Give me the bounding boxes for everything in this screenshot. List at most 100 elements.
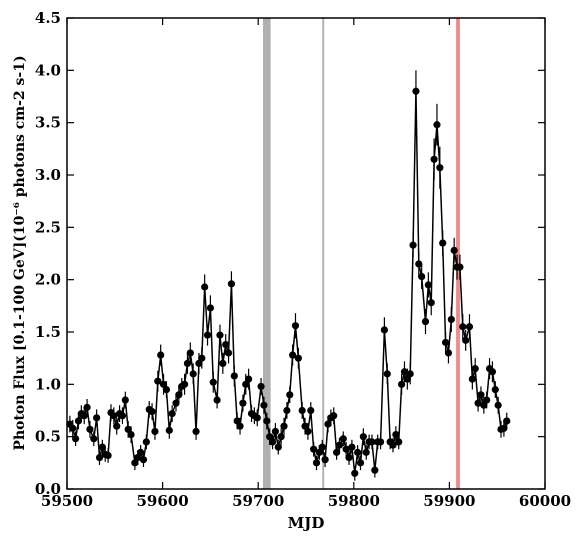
data-point xyxy=(257,382,265,391)
data-point xyxy=(222,340,230,349)
data-point xyxy=(104,451,112,460)
data-point xyxy=(359,433,367,441)
x-tick-label: 60000 xyxy=(519,492,571,510)
data-point xyxy=(483,396,491,404)
data-point xyxy=(330,412,338,420)
data-point xyxy=(189,370,197,378)
data-point xyxy=(274,443,282,451)
y-axis-label: Photon Flux [0.1-100 GeV](10⁻⁶ photons c… xyxy=(12,55,28,450)
shaded-span xyxy=(262,18,271,489)
data-point xyxy=(324,420,332,428)
data-point xyxy=(362,448,370,456)
data-point xyxy=(224,349,233,357)
data-point xyxy=(348,443,356,451)
data-point xyxy=(380,326,388,334)
data-point xyxy=(459,323,467,331)
data-point xyxy=(154,377,162,385)
y-tick-label: 1.5 xyxy=(35,323,61,341)
data-point xyxy=(418,272,426,281)
data-point xyxy=(137,448,145,456)
data-point xyxy=(335,441,344,449)
data-point xyxy=(271,427,280,436)
data-point xyxy=(376,438,385,446)
data-point xyxy=(371,466,379,474)
data-point xyxy=(183,359,192,367)
data-point xyxy=(494,401,502,409)
data-point xyxy=(201,283,209,291)
data-point xyxy=(263,417,271,425)
data-point xyxy=(95,454,104,462)
data-point xyxy=(383,370,391,378)
x-tick-label: 59500 xyxy=(41,492,93,510)
y-tick-label: 2.5 xyxy=(35,218,61,236)
y-tick-label: 2.0 xyxy=(35,271,61,289)
data-point xyxy=(245,375,253,383)
x-tick-label: 59600 xyxy=(137,492,189,510)
data-point xyxy=(198,354,206,362)
data-point xyxy=(368,438,376,446)
x-tick-label: 59900 xyxy=(423,492,475,510)
data-point xyxy=(216,331,224,339)
y-tick-label: 3.0 xyxy=(35,166,61,184)
x-axis-label: MJD xyxy=(288,514,325,532)
data-point xyxy=(206,304,214,312)
y-tick-label: 1.0 xyxy=(35,375,61,393)
data-point xyxy=(424,281,432,289)
data-point xyxy=(491,385,499,394)
data-point xyxy=(444,349,453,357)
data-point xyxy=(236,422,244,430)
data-point xyxy=(456,263,464,271)
data-point xyxy=(83,403,91,411)
data-point xyxy=(351,469,359,477)
data-point xyxy=(283,406,291,415)
data-point xyxy=(332,448,341,456)
light-curve xyxy=(69,91,508,474)
data-point xyxy=(209,378,217,386)
data-point xyxy=(280,422,288,430)
data-point xyxy=(433,121,441,129)
data-point xyxy=(253,414,261,422)
data-point xyxy=(286,391,294,399)
data-point xyxy=(477,391,485,399)
data-point xyxy=(227,280,236,288)
data-point xyxy=(471,365,479,373)
y-tick-label: 0.0 xyxy=(35,480,61,498)
data-point xyxy=(304,427,312,436)
data-point xyxy=(421,317,430,326)
x-tick-label: 59800 xyxy=(328,492,380,510)
data-point xyxy=(219,359,227,367)
data-point xyxy=(90,435,98,443)
data-point xyxy=(294,354,302,362)
data-point xyxy=(500,424,508,432)
data-point xyxy=(172,399,180,407)
data-point xyxy=(239,399,247,407)
data-point xyxy=(439,239,447,247)
data-point xyxy=(192,427,200,436)
data-point xyxy=(113,422,121,430)
data-point xyxy=(298,406,306,415)
y-tick-label: 3.5 xyxy=(35,114,61,132)
data-point xyxy=(162,385,171,394)
shaded-span xyxy=(456,18,460,489)
data-point xyxy=(203,331,212,339)
data-point xyxy=(488,368,497,376)
data-point xyxy=(230,372,238,380)
data-point xyxy=(86,425,94,433)
data-point xyxy=(151,427,159,436)
data-point xyxy=(354,448,362,456)
data-point xyxy=(468,375,476,383)
data-point xyxy=(80,412,88,420)
data-point xyxy=(291,322,300,330)
data-point xyxy=(318,443,326,451)
data-point xyxy=(400,368,409,376)
data-point xyxy=(127,430,135,439)
data-point xyxy=(118,412,127,420)
data-point xyxy=(175,391,183,399)
data-point xyxy=(157,351,165,359)
data-point xyxy=(412,87,420,95)
data-point xyxy=(345,454,353,462)
y-tick-label: 0.5 xyxy=(35,428,61,446)
data-point xyxy=(450,246,458,254)
data-point xyxy=(98,443,106,451)
